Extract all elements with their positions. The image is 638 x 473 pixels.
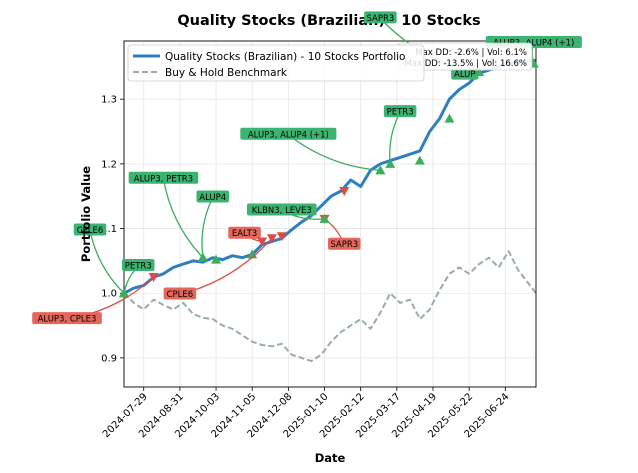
trade-label-box [32, 312, 102, 325]
trade-label: SAPR3 [366, 14, 394, 24]
y-tick-label: 1.3 [101, 95, 117, 106]
trade-label-box [364, 11, 397, 24]
trade-label-box [383, 105, 417, 118]
trade-label: EALT3 [232, 229, 257, 239]
buy-marker [474, 67, 485, 77]
series-layer [124, 58, 536, 363]
sell-marker [276, 232, 287, 242]
buy-marker [197, 252, 208, 262]
trade-annotation-arrow [389, 111, 401, 164]
trade-label: ALUP3, CPLE3 [38, 315, 97, 325]
grid [124, 41, 536, 387]
trade-annotation-arrow [89, 230, 125, 294]
trade-label-box [121, 259, 155, 272]
trade-label: KLBN3, LEVE3 [252, 206, 312, 216]
trade-label-box [196, 190, 230, 203]
legend: Quality Stocks (Brazilian) - 10 Stocks P… [127, 44, 425, 82]
buy-marker [247, 249, 258, 259]
trade-label: PETR3 [125, 262, 152, 272]
trade-label-box [228, 226, 261, 239]
trade-label-box [73, 223, 107, 236]
y-axis-label: Portfolio Value [79, 166, 93, 262]
sell-marker [257, 237, 268, 247]
trade-label: CPLE6 [167, 290, 194, 300]
trade-annotation-arrow [201, 197, 214, 258]
trade-label: ALUP3, PETR3 [134, 174, 193, 184]
trade-annotation-arrow [162, 178, 204, 259]
trade-layer: CPLE6 PETR3 ALUP3, CPLE3 ALUP3, PETR3 ALUP4 E… [32, 11, 582, 325]
y-tick-label: 1.0 [101, 289, 117, 300]
trade-label: SAPR3 [330, 240, 358, 250]
trade-label: CPLE6 [77, 226, 104, 236]
trade-label: ALUP3, ALUP4 (+1) [493, 38, 574, 48]
y-tick-label: 1.2 [101, 159, 117, 170]
trade-annotation-arrow [287, 134, 381, 171]
sell-marker [339, 187, 350, 197]
y-tick-label: 0.9 [101, 353, 117, 364]
buy-marker [414, 155, 425, 165]
buy-marker [119, 288, 129, 298]
trade-label-box [240, 127, 337, 140]
legend-label-portfolio: Quality Stocks (Brazilian) - 10 Stocks P… [165, 51, 405, 63]
benchmark-stats-label: Max DD: -13.5% | Vol: 16.6% [404, 59, 527, 69]
benchmark-line [124, 250, 536, 363]
trade-label-box [128, 171, 199, 184]
buy-marker [319, 213, 330, 223]
portfolio-line [124, 58, 536, 295]
sell-marker [148, 273, 159, 283]
legend-label-benchmark: Buy & Hold Benchmark [165, 67, 288, 79]
y-tick-label: 1.1 [101, 224, 117, 235]
trade-label: ALUP3, ALUP4 (+1) [248, 130, 329, 140]
trade-label: PETR3 [387, 108, 414, 118]
buy-marker [385, 158, 396, 168]
legend-frame [127, 44, 425, 82]
trade-label: ALUP4 [199, 193, 226, 203]
sell-marker [266, 234, 277, 244]
trade-label-box [246, 203, 317, 216]
trade-label: ALUP [454, 70, 475, 80]
portfolio-stats-label: Max DD: -2.6% | Vol: 6.1% [415, 48, 527, 58]
plot-frame [123, 40, 537, 388]
buy-marker [375, 165, 386, 175]
trade-label-box [163, 287, 197, 300]
buy-marker [444, 113, 455, 123]
trade-label-box [327, 237, 361, 250]
chart-title: Quality Stocks (Brazilian) - 10 Stocks [177, 13, 480, 29]
trade-label-box [451, 67, 479, 80]
x-axis-label: Date [315, 451, 346, 465]
buy-marker [211, 254, 222, 264]
